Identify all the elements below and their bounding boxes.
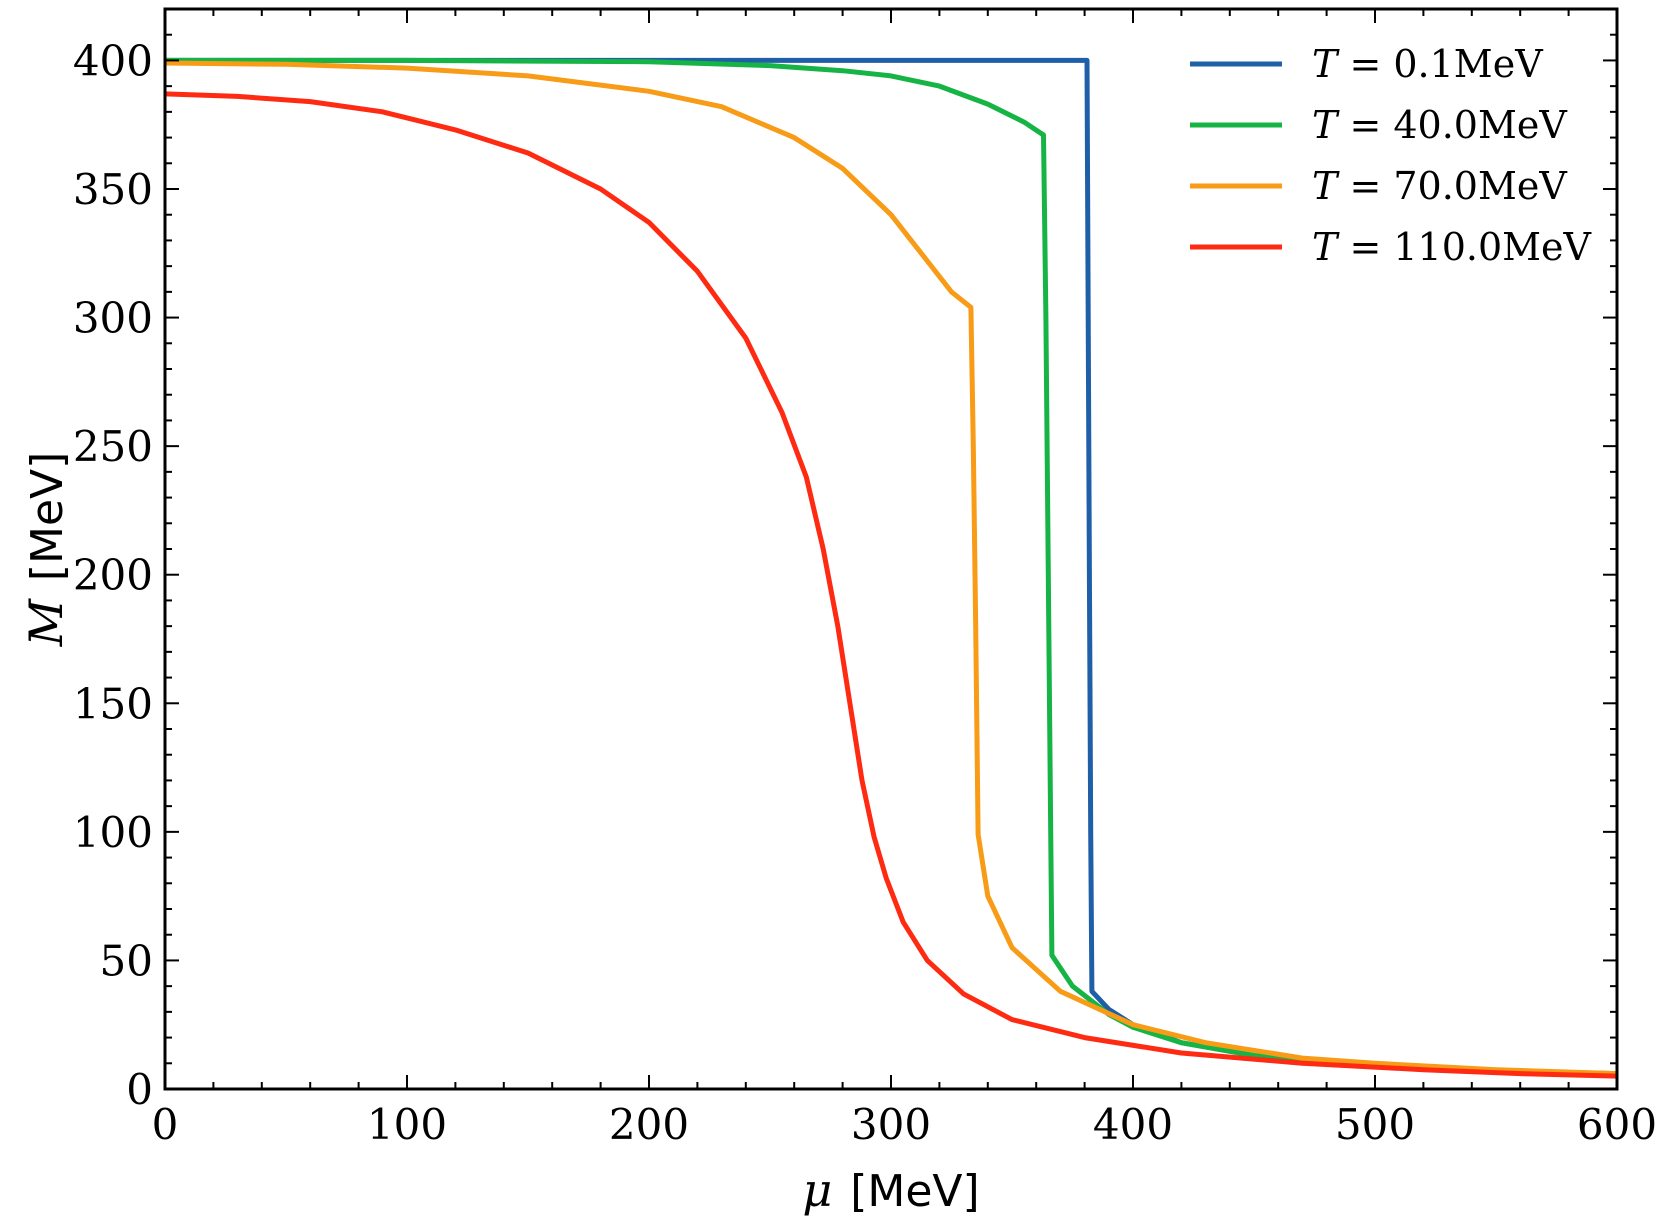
- legend-entry-symbol: T: [1312, 225, 1340, 269]
- x-axis-label: μ [MeV]: [802, 1163, 979, 1217]
- legend-entry-text: = 0.1MeV: [1337, 42, 1543, 86]
- x-tick-label: 400: [1093, 1100, 1173, 1149]
- y-axis-label: M [MeV]: [19, 452, 73, 648]
- y-tick-label: 50: [100, 936, 153, 985]
- x-tick-label: 500: [1335, 1100, 1415, 1149]
- y-tick-label: 250: [73, 422, 153, 471]
- y-axis-unit: [MeV]: [22, 452, 73, 581]
- x-tick-label: 0: [152, 1100, 179, 1149]
- y-tick-label: 100: [73, 808, 153, 857]
- series-lines: [164, 57, 1618, 1079]
- y-tick-label: 300: [73, 294, 153, 343]
- series-line-2: [164, 60, 1618, 1077]
- axis-ticks: [164, 8, 1618, 1090]
- series-line-3: [164, 91, 1618, 1079]
- y-tick-label: 400: [73, 36, 153, 85]
- x-axis-symbol: μ: [802, 1163, 832, 1217]
- x-tick-label: 600: [1577, 1100, 1657, 1149]
- x-axis-unit: [MeV]: [850, 1166, 979, 1217]
- legend-entry-3: T = 110.0MeV: [1312, 225, 1592, 269]
- series-line-1: [165, 57, 1618, 1077]
- y-tick-label: 150: [73, 679, 153, 728]
- x-tick-label: 200: [609, 1100, 689, 1149]
- legend-entry-text: = 70.0MeV: [1337, 164, 1567, 208]
- y-tick-label: 200: [73, 551, 153, 600]
- legend-entry-1: T = 40.0MeV: [1312, 103, 1567, 147]
- x-tick-label: 300: [851, 1100, 931, 1149]
- legend-entry-symbol: T: [1312, 103, 1340, 147]
- legend-entry-symbol: T: [1312, 42, 1340, 86]
- x-tick-label: 100: [367, 1100, 447, 1149]
- tick-labels: 0 100 200 300 400 500 600 0 50 100 150 200 250 300 350…: [73, 36, 1657, 1149]
- y-tick-label: 0: [126, 1065, 153, 1114]
- y-axis-symbol: M: [19, 597, 73, 647]
- legend-entry-0: T = 0.1MeV: [1312, 42, 1543, 86]
- legend-entry-symbol: T: [1312, 164, 1340, 208]
- y-tick-label: 350: [73, 165, 153, 214]
- legend-entry-text: = 40.0MeV: [1337, 103, 1567, 147]
- legend-entry-2: T = 70.0MeV: [1312, 164, 1567, 208]
- legend-entry-text: = 110.0MeV: [1337, 225, 1591, 269]
